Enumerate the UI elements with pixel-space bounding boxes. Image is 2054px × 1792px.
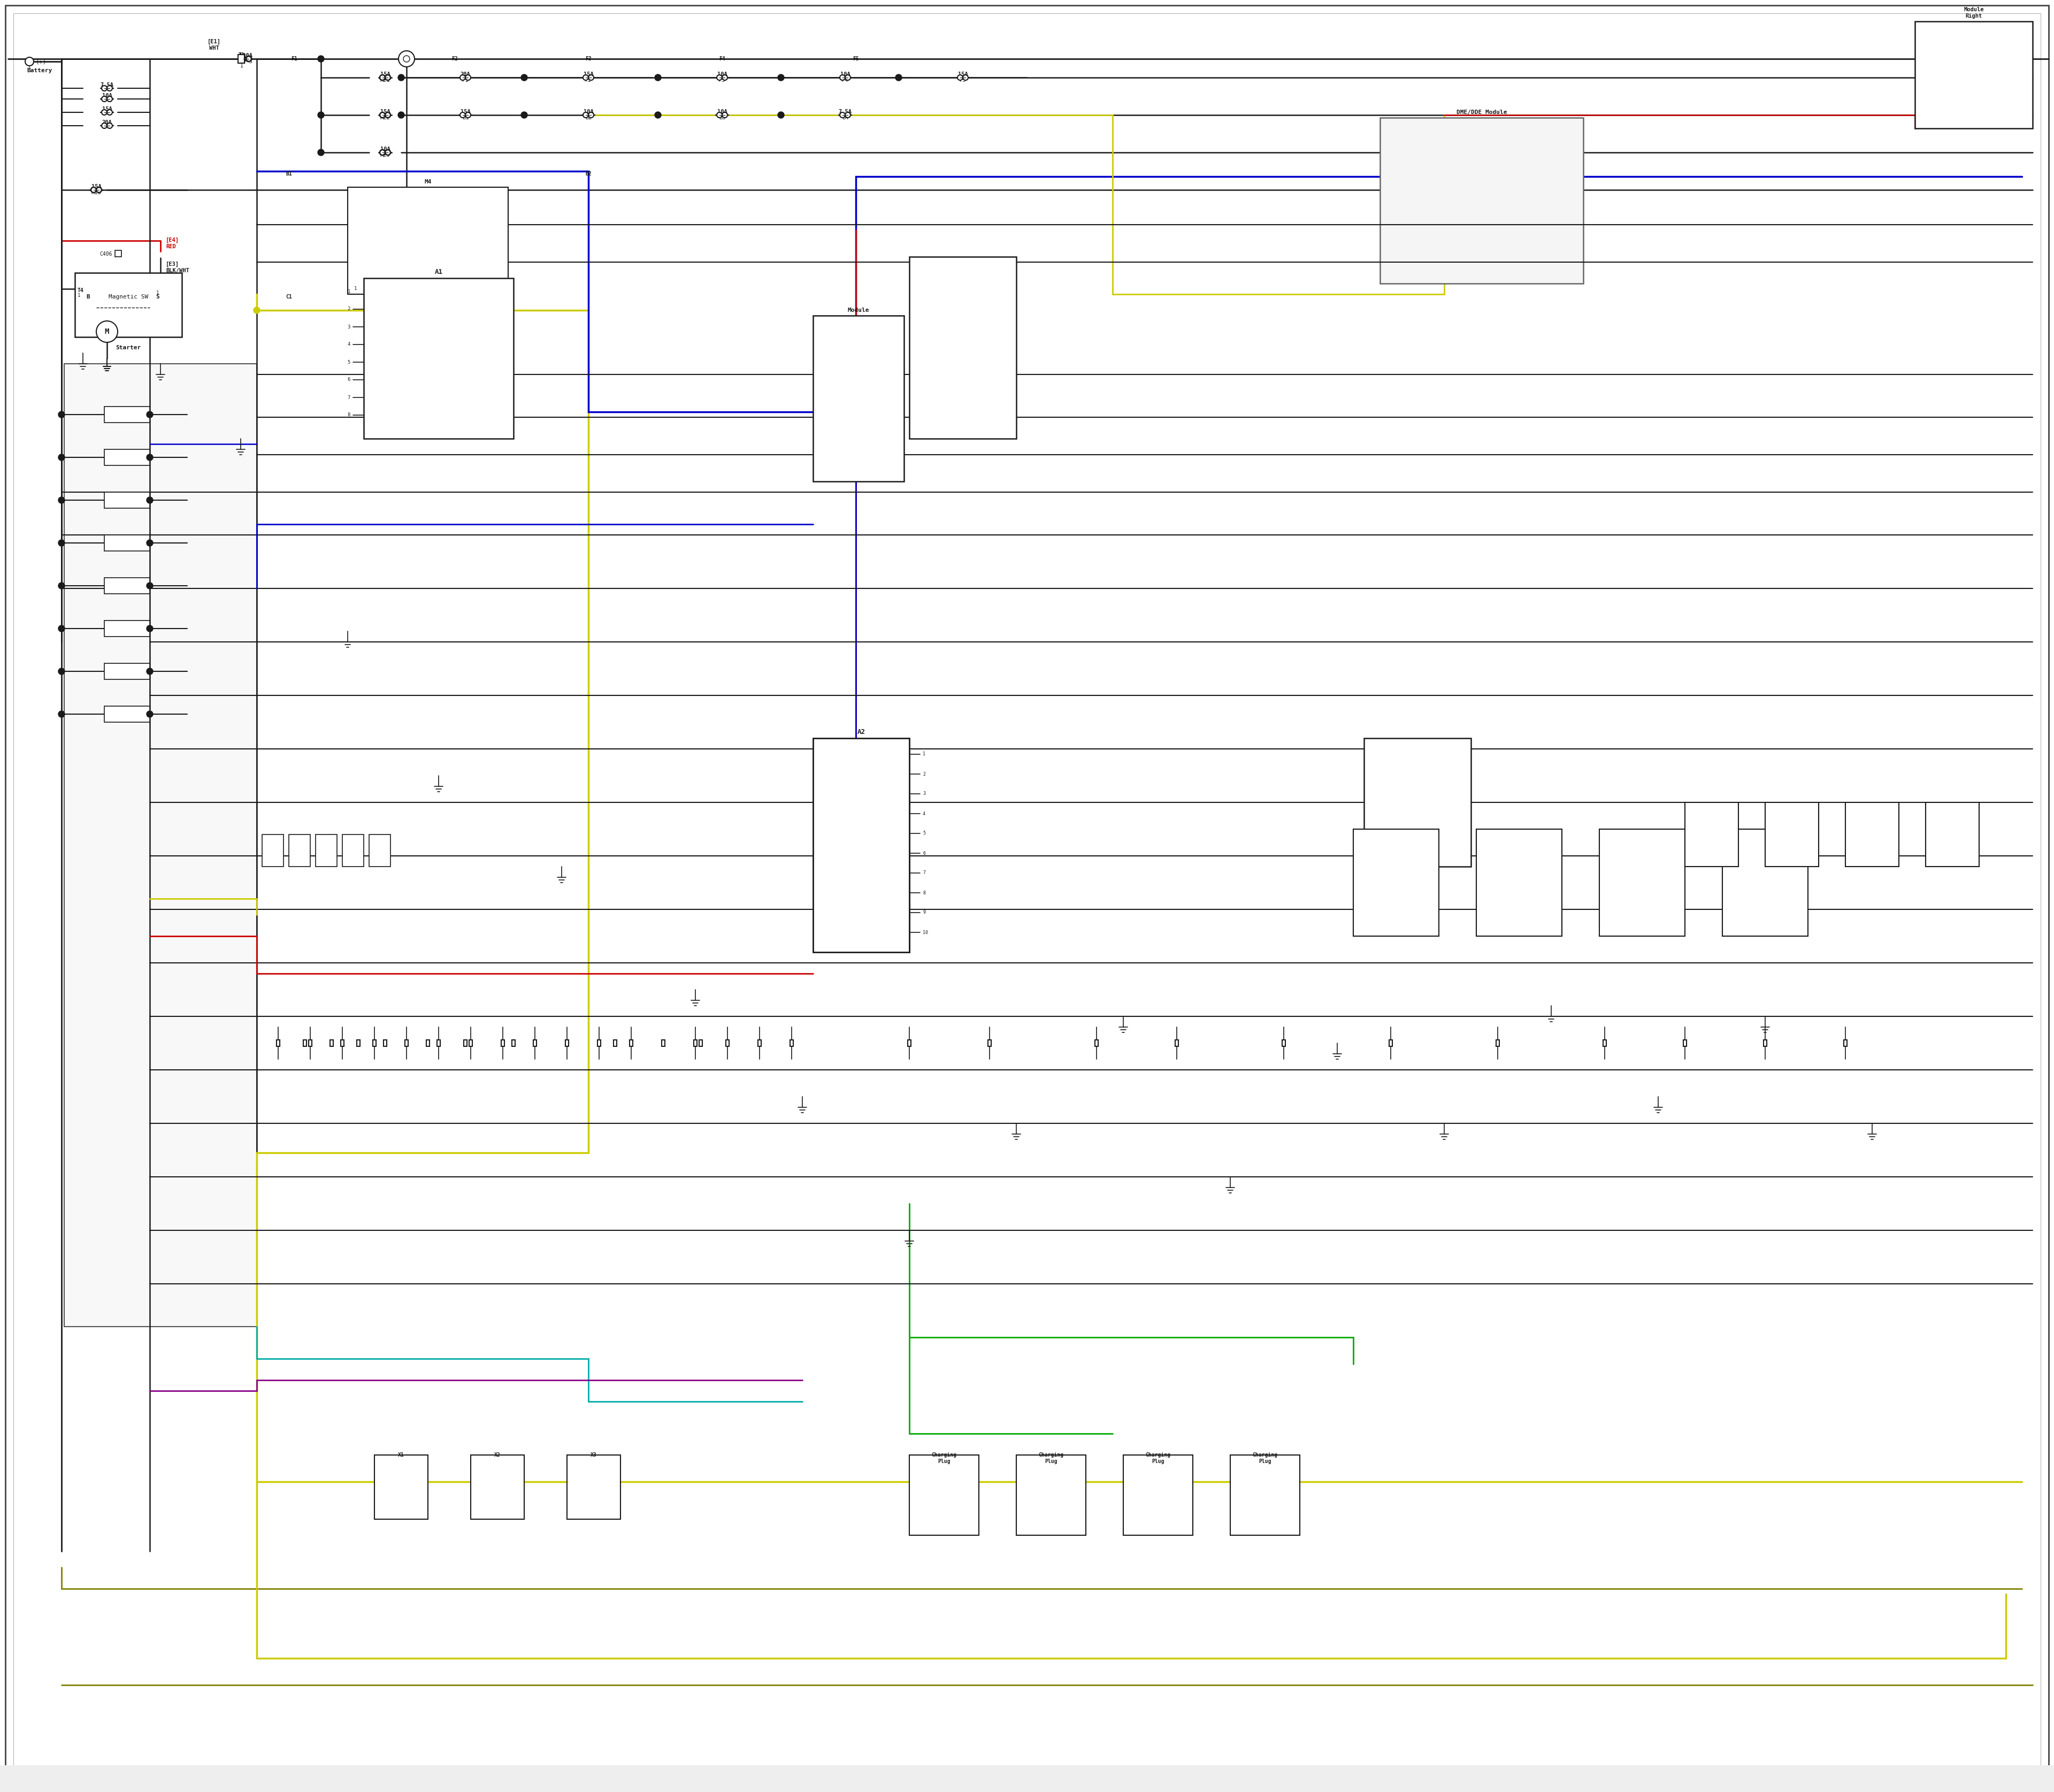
Text: S: S [156,294,160,299]
Circle shape [146,453,152,461]
Text: T1: T1 [238,52,244,57]
Bar [374,1039,376,1047]
Circle shape [380,151,386,156]
Circle shape [403,56,409,63]
Circle shape [97,186,101,192]
Bar [105,450,150,466]
Bar [64,364,257,1326]
Bar [1495,1039,1499,1047]
Bar [567,1455,620,1520]
Circle shape [844,75,850,81]
Bar [1175,1039,1179,1047]
Circle shape [386,113,390,118]
Bar [1389,1039,1393,1047]
Circle shape [717,75,723,81]
Text: F1: F1 [462,77,468,82]
Bar [694,1039,696,1047]
Bar [1380,118,1584,283]
Bar [374,1455,427,1520]
Text: 20A: 20A [460,72,470,77]
Text: C406: C406 [101,251,113,256]
Bar [238,54,244,63]
Text: A1: A1 [435,269,442,276]
Circle shape [655,73,661,81]
Circle shape [58,668,66,674]
Circle shape [253,306,261,314]
Text: Magnetic SW: Magnetic SW [109,294,148,299]
Bar [347,186,507,294]
Bar [464,1039,466,1047]
Circle shape [58,582,66,590]
Circle shape [90,186,97,192]
Bar [910,1455,980,1536]
Text: DME/DDE Module: DME/DDE Module [1456,109,1508,115]
Text: 7: 7 [347,394,351,400]
Text: A16: A16 [90,190,101,195]
Circle shape [466,75,470,81]
Bar [364,278,514,439]
Bar [1914,22,2033,129]
Bar [74,272,183,337]
Text: 6: 6 [347,378,351,382]
Bar [1600,830,1684,935]
Text: 7.5A: 7.5A [838,109,852,115]
Bar [115,251,121,256]
Text: 15A: 15A [380,109,390,115]
Circle shape [778,73,785,81]
Bar [105,577,150,593]
Text: [E1]
WHT: [E1] WHT [207,39,220,50]
Text: Charging
Plug: Charging Plug [1146,1452,1171,1464]
Bar [343,835,364,867]
Text: 6: 6 [462,287,464,290]
Circle shape [460,75,466,81]
Circle shape [246,56,251,61]
Circle shape [318,111,325,118]
Circle shape [583,113,587,118]
Bar [1844,803,1898,867]
Bar [105,663,150,679]
Bar [511,1039,516,1047]
Text: 8: 8 [347,412,351,418]
Circle shape [58,711,66,717]
Circle shape [146,582,152,590]
Bar [1095,1039,1099,1047]
Bar [1477,830,1561,935]
Circle shape [398,50,415,66]
Text: 2: 2 [347,306,351,312]
Text: 4: 4 [419,287,421,290]
Bar [1364,738,1471,867]
Bar [427,1039,429,1047]
Circle shape [240,56,246,61]
Circle shape [957,75,963,81]
Text: 4: 4 [347,342,351,348]
Circle shape [58,539,66,547]
Circle shape [101,97,107,102]
Text: 1: 1 [29,65,31,70]
Circle shape [398,111,405,118]
Bar [308,1039,312,1047]
Bar [598,1039,600,1047]
Circle shape [723,75,727,81]
Text: X2: X2 [495,1452,501,1457]
Text: 15A: 15A [90,185,101,190]
Text: [E4]
RED: [E4] RED [166,238,179,249]
Circle shape [380,113,386,118]
Text: [E3]
BLK/WHT: [E3] BLK/WHT [166,262,189,274]
Text: 1: 1 [240,63,242,68]
Bar [534,1039,536,1047]
Text: B1: B1 [286,172,292,177]
Text: Charging
Plug: Charging Plug [1253,1452,1278,1464]
Circle shape [107,109,113,115]
Text: 100A: 100A [240,54,253,59]
Text: 3: 3 [922,792,926,796]
Bar [631,1039,633,1047]
Circle shape [963,75,967,81]
Circle shape [101,86,107,91]
Bar [813,738,910,952]
Bar [0,1765,2054,1792]
Text: 10A: 10A [717,109,727,115]
Circle shape [58,412,66,418]
Text: F2: F2 [585,77,592,82]
Text: Charging
Plug: Charging Plug [933,1452,957,1464]
Text: F3: F3 [585,56,592,61]
